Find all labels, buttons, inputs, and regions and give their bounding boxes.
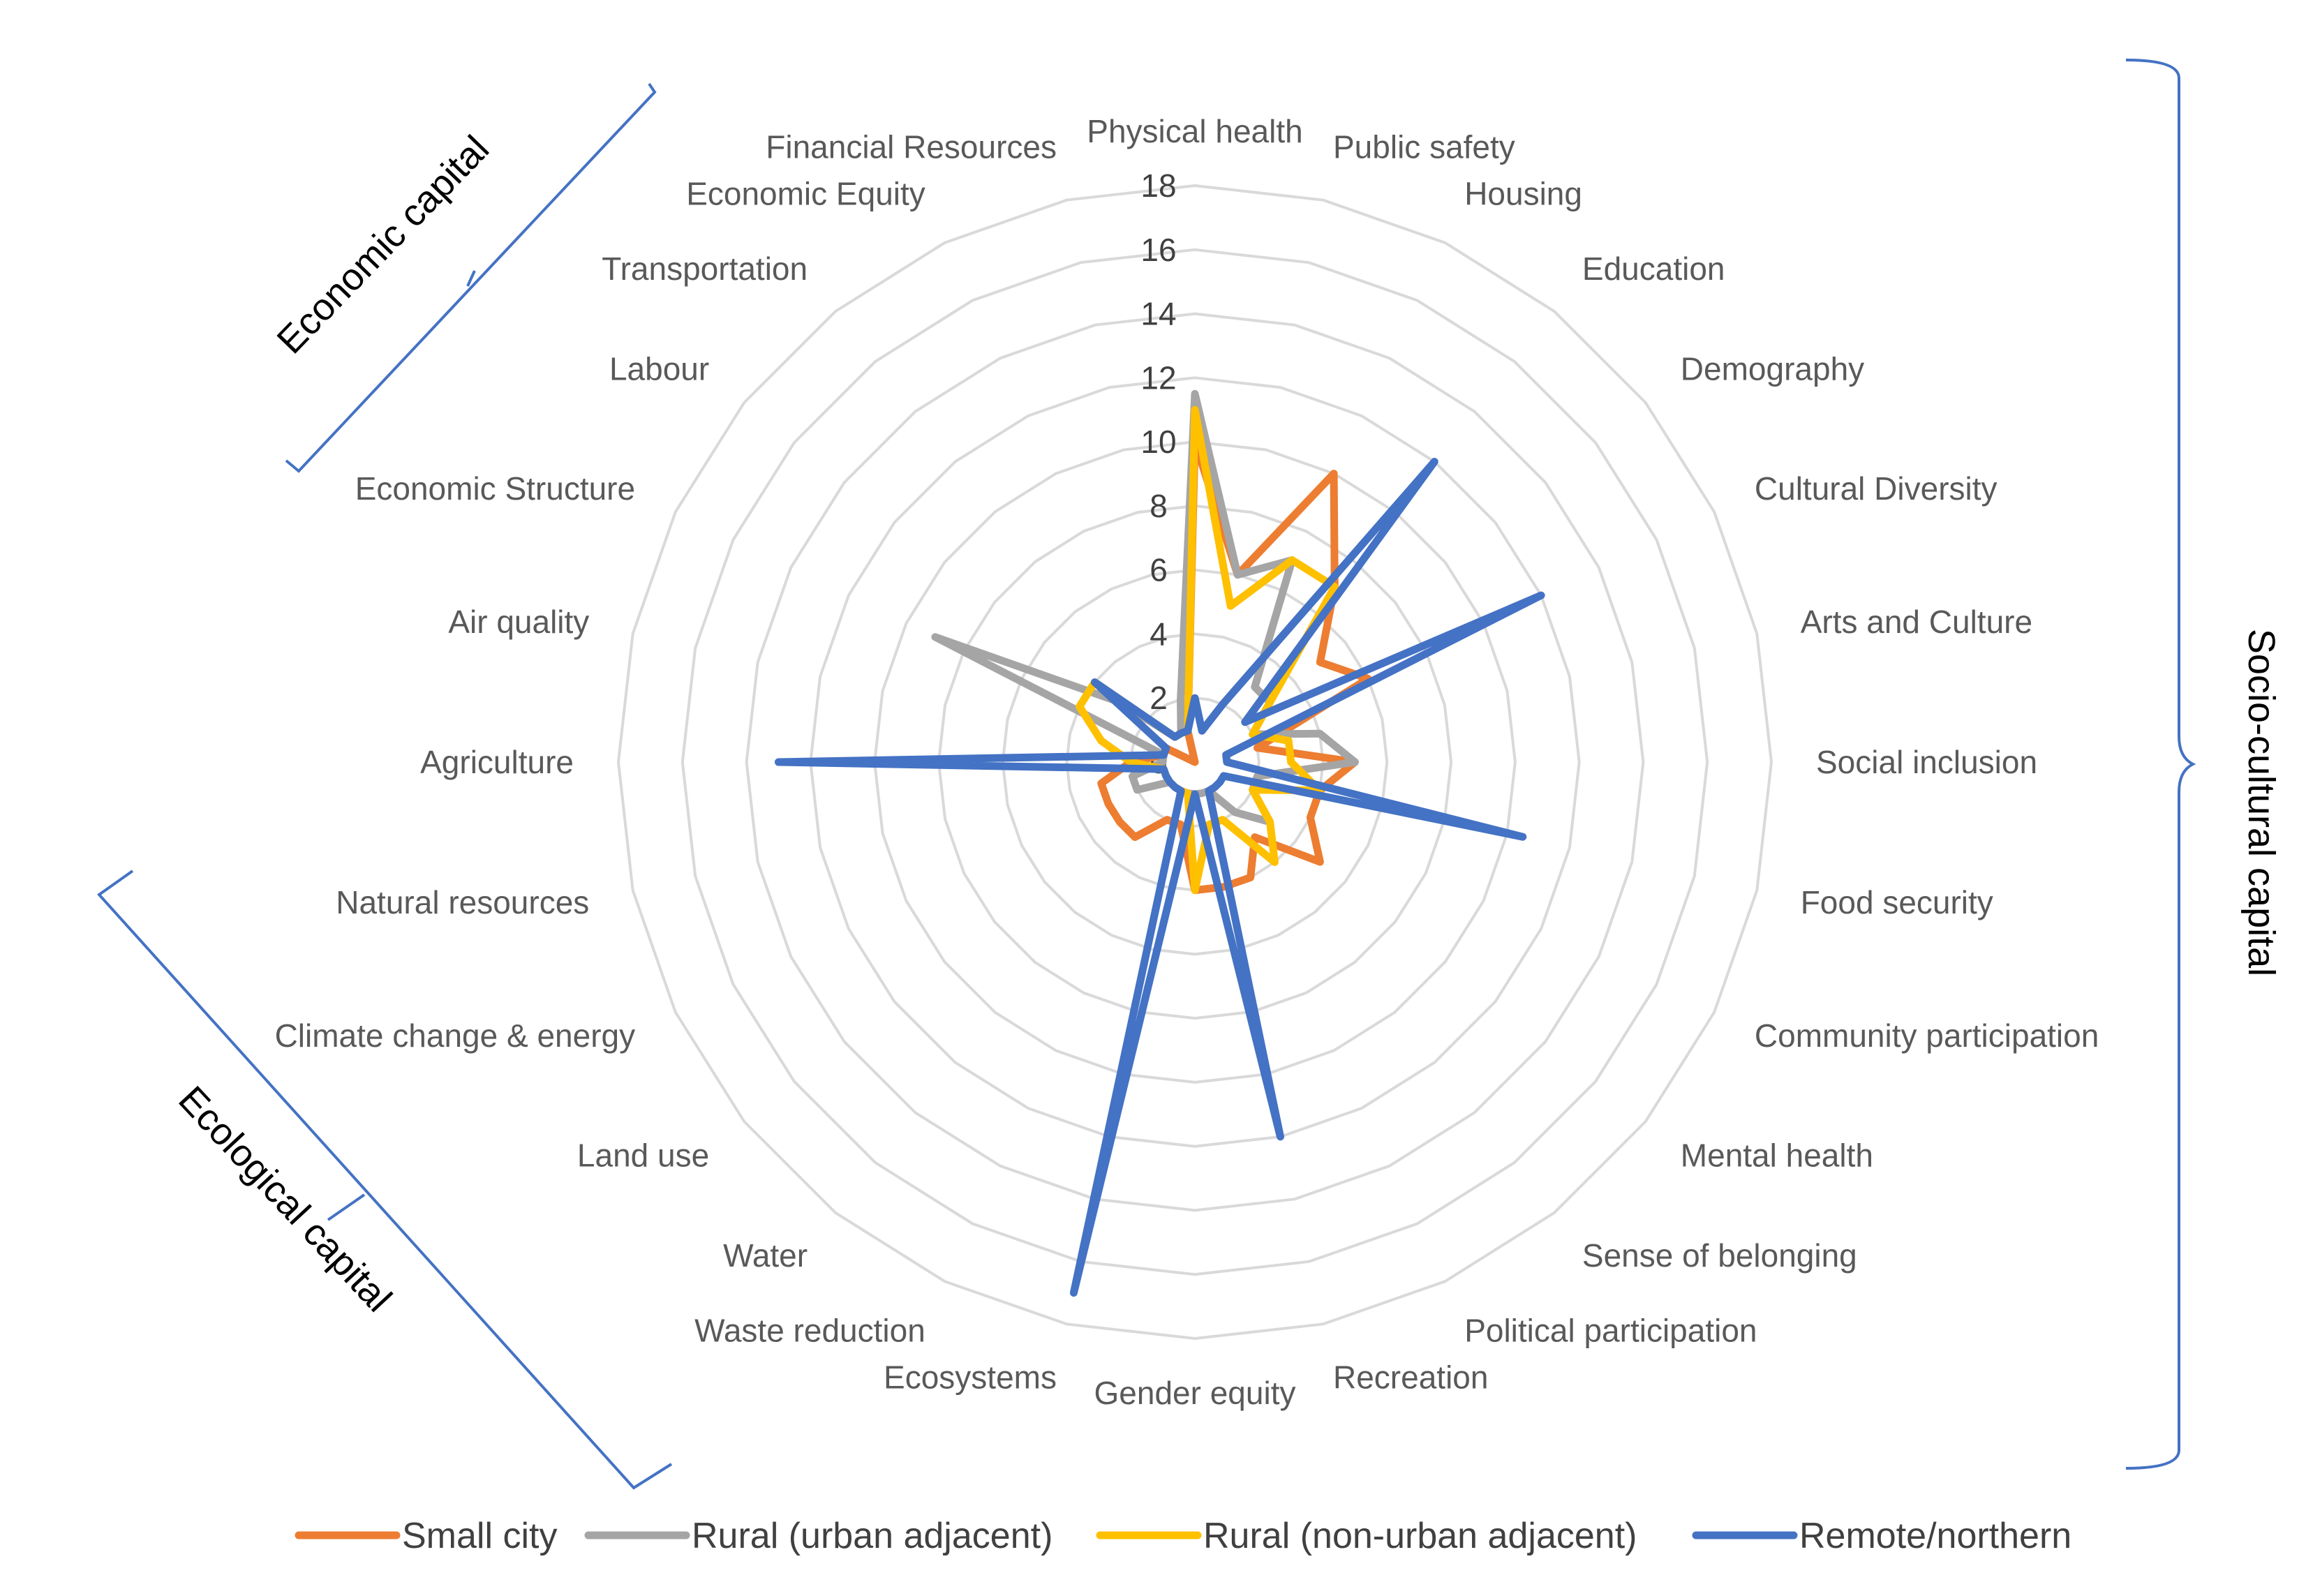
grid-layer bbox=[616, 184, 1773, 1341]
category-label: Arts and Culture bbox=[1801, 604, 2032, 640]
category-label: Ecosystems bbox=[884, 1359, 1057, 1395]
tick-label: 4 bbox=[1150, 616, 1168, 652]
ecological-capital-label: Ecological capital bbox=[170, 1078, 399, 1320]
category-label: Land use bbox=[577, 1138, 709, 1174]
category-label: Recreation bbox=[1333, 1359, 1488, 1395]
category-label: Cultural Diversity bbox=[1755, 470, 1998, 507]
tick-label: 18 bbox=[1140, 167, 1176, 204]
economic-capital-label: Economic capital bbox=[269, 128, 497, 361]
grid-ring-18 bbox=[616, 184, 1773, 1341]
economic-capital-bracket: Economic capital bbox=[269, 82, 657, 473]
grid-ring-8 bbox=[937, 504, 1453, 1020]
category-label: Agriculture bbox=[420, 744, 574, 780]
legend-label-1: Small city bbox=[402, 1516, 557, 1556]
category-label: Public safety bbox=[1333, 129, 1515, 165]
category-label: Waste reduction bbox=[694, 1313, 925, 1349]
socio-cultural-capital-bracket: Socio-cultural capital bbox=[2125, 59, 2282, 1470]
legend: Small city Rural (urban adjacent) Rural (n… bbox=[295, 1516, 2071, 1556]
grid-ring-2 bbox=[1129, 696, 1260, 828]
category-label: Sense of belonging bbox=[1582, 1237, 1857, 1274]
ecological-capital-bracket: Ecological capital bbox=[97, 870, 673, 1490]
tick-label: 2 bbox=[1150, 680, 1168, 716]
category-label: Physical health bbox=[1087, 113, 1302, 149]
tick-label: 14 bbox=[1140, 296, 1176, 332]
category-label: Education bbox=[1582, 251, 1725, 287]
category-label: Social inclusion bbox=[1816, 744, 2037, 780]
category-label: Labour bbox=[609, 350, 709, 387]
category-label: Economic Structure bbox=[355, 470, 635, 507]
category-label: Financial Resources bbox=[766, 129, 1057, 165]
category-label: Demography bbox=[1681, 350, 1864, 387]
category-label: Air quality bbox=[448, 604, 589, 640]
series-line-3 bbox=[1076, 405, 1339, 895]
grid-ring-16 bbox=[680, 248, 1709, 1276]
tick-label: 12 bbox=[1140, 359, 1176, 396]
category-label: Gender equity bbox=[1094, 1375, 1296, 1411]
category-label: Economic Equity bbox=[686, 176, 925, 212]
grid-ring-10 bbox=[873, 440, 1517, 1084]
legend-label-2: Rural (urban adjacent) bbox=[692, 1516, 1052, 1556]
category-label: Natural resources bbox=[336, 884, 589, 920]
grid-ring-14 bbox=[745, 312, 1645, 1212]
category-label: Mental health bbox=[1681, 1138, 1873, 1174]
tick-label: 8 bbox=[1150, 488, 1168, 524]
tick-label: 10 bbox=[1140, 424, 1176, 460]
socio-cultural-capital-label: Socio-cultural capital bbox=[2240, 629, 2282, 976]
category-label: Food security bbox=[1801, 884, 1993, 920]
category-label: Housing bbox=[1464, 176, 1582, 212]
legend-label-3: Rural (non-urban adjacent) bbox=[1203, 1516, 1637, 1556]
category-label: Transportation bbox=[602, 251, 808, 287]
category-label: Climate change & energy bbox=[275, 1017, 636, 1054]
series-line-4 bbox=[774, 458, 1545, 1297]
category-label: Water bbox=[723, 1237, 808, 1274]
tick-label: 6 bbox=[1150, 552, 1168, 588]
legend-label-4: Remote/northern bbox=[1799, 1516, 2071, 1556]
series-layer bbox=[774, 389, 1545, 1297]
category-label: Community participation bbox=[1755, 1017, 2099, 1054]
category-label: Political participation bbox=[1464, 1313, 1757, 1349]
category-labels: Physical health Public safety Housing Educa… bbox=[275, 113, 2099, 1411]
tick-label: 16 bbox=[1140, 232, 1176, 268]
grid-ring-12 bbox=[809, 376, 1581, 1148]
